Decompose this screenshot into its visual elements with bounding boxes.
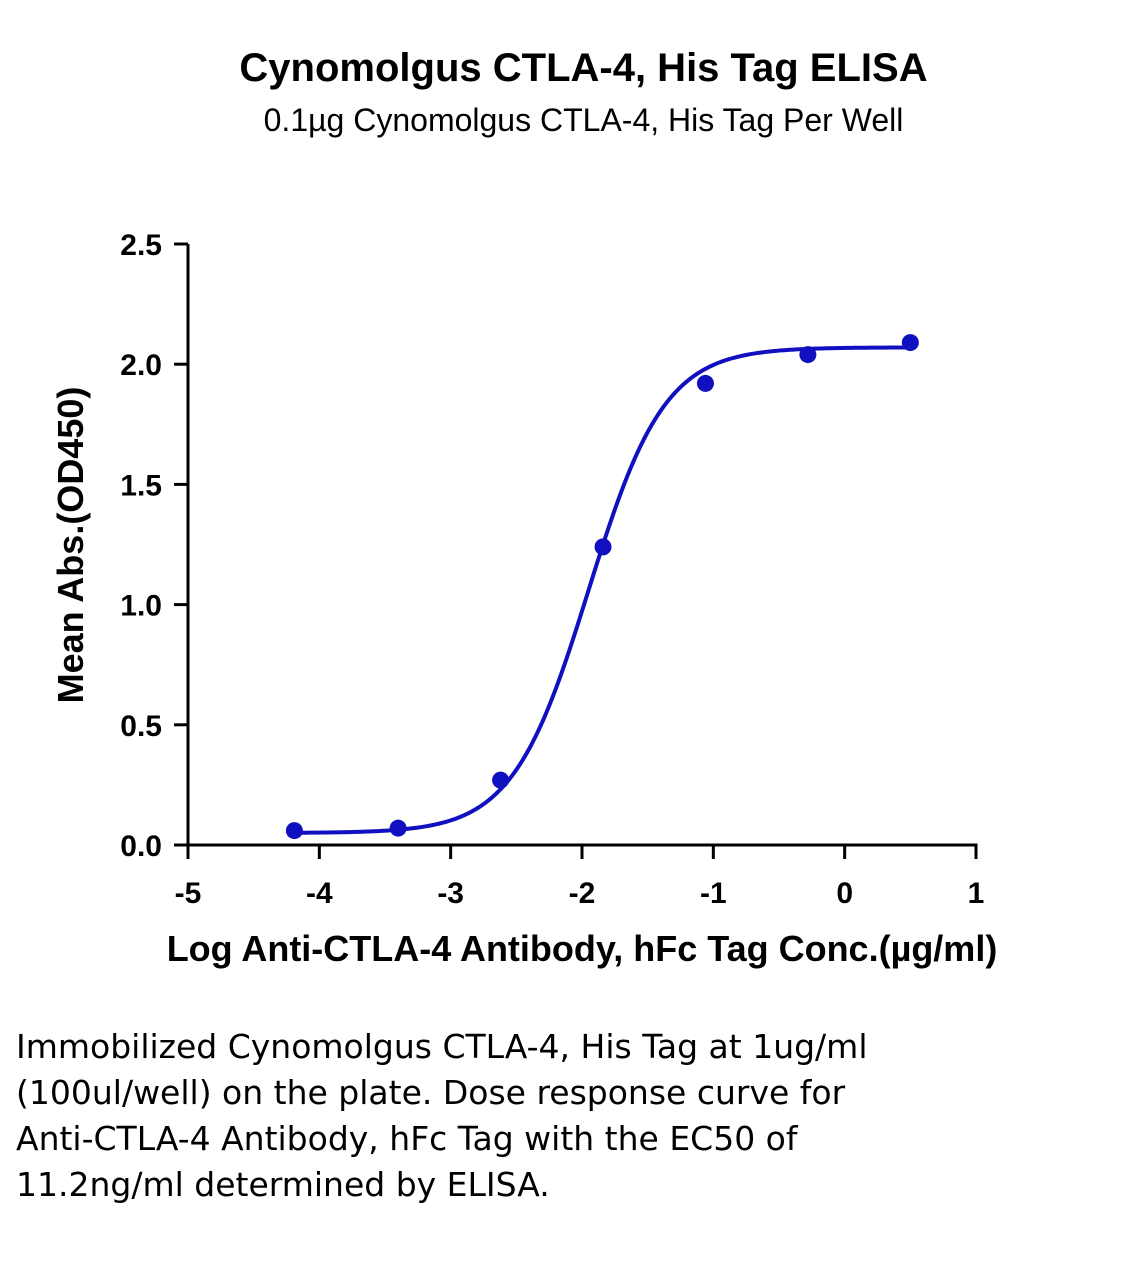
x-tick-label: -1	[700, 877, 727, 910]
fit-curve	[294, 345, 911, 835]
data-point	[594, 538, 612, 556]
data-point	[492, 771, 510, 789]
x-tick-label: -4	[306, 877, 333, 910]
x-tick-label: -5	[175, 877, 202, 910]
data-point	[696, 374, 714, 392]
y-tick-label: 0.0	[120, 830, 162, 863]
chart-subtitle: 0.1µg Cynomolgus CTLA-4, His Tag Per Wel…	[263, 102, 904, 138]
data-point	[799, 346, 817, 364]
chart-title: Cynomolgus CTLA-4, His Tag ELISA	[239, 46, 928, 90]
fit-curve-group	[294, 345, 911, 835]
figure-caption: Immobilized Cynomolgus CTLA-4, His Tag a…	[16, 1027, 868, 1204]
elisa-dose-response-chart: -5 -4 -3 -2 -1 0 1 0.0 0.5 1.0 1.5 2.0 2.5 Log Anti-…	[50, 229, 998, 969]
y-tick-label: 2.5	[120, 229, 162, 262]
x-tick-label: 0	[836, 877, 853, 910]
data-point	[901, 334, 919, 352]
y-tick-label: 1.5	[120, 469, 162, 502]
data-point	[285, 822, 303, 840]
data-point	[389, 819, 407, 837]
y-tick-label: 1.0	[120, 590, 162, 623]
x-tick-label: -3	[437, 877, 464, 910]
chart-axes	[186, 244, 978, 847]
y-tick-label: 0.5	[120, 710, 162, 743]
data-points-group	[285, 334, 919, 840]
y-axis-label: Mean Abs.(OD450)	[50, 387, 91, 704]
chart-ticks: -5 -4 -3 -2 -1 0 1 0.0 0.5 1.0 1.5 2.0 2.5	[120, 229, 984, 910]
x-axis-label: Log Anti-CTLA-4 Antibody, hFc Tag Conc.(…	[167, 928, 998, 969]
x-tick-label: 1	[968, 877, 985, 910]
x-tick-label: -2	[569, 877, 596, 910]
y-tick-label: 2.0	[120, 349, 162, 382]
